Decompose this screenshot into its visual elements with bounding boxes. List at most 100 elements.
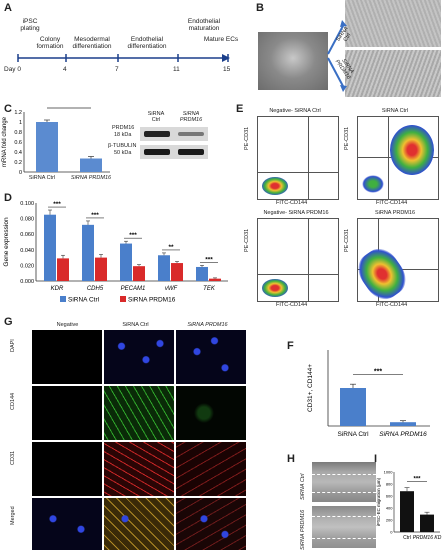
day-15: 15 [223,66,231,73]
panel-letter-e: E [236,103,244,115]
timeline-svg [17,54,230,62]
g-row-merged: Merged [10,506,16,525]
blot-header-prdm16: SiRNA PRDM16 [179,111,203,123]
blot-row1-size: 18 kDa [114,132,132,138]
day-4: 4 [63,66,67,73]
d-bar [120,243,132,281]
d-category-label: TEK [203,286,216,292]
d-bar [95,257,107,281]
facs-plot-neg-ctrl [257,116,339,200]
facs-ylabel-2: PE-CD31 [344,126,350,150]
i-category-label: Ctrl [403,535,411,541]
band-tubulin-ctrl [144,149,170,155]
blot-row1-label: PRDM16 [112,125,135,131]
i-ytick-label: 200 [386,518,393,523]
d-bar [44,214,56,281]
panel-letter-g: G [4,316,13,328]
g-row-cd144: CD144 [10,392,16,410]
c-ytick-label: 1.2 [14,110,22,116]
panel-letter-a: A [4,2,12,14]
g-row-dapi: DAPI [10,339,16,352]
c-ytick-label: 1 [19,120,22,126]
blot-header-ctrl: SiRNA Ctrl [147,111,165,123]
timeline-end-label: Mature ECs [203,36,239,43]
i-bar [400,491,414,532]
scratch-assay-prdm16 [312,506,376,548]
blot-lane-prdm16 [140,127,208,141]
blot-lane-tubulin [140,145,208,159]
d-ytick-label: 0.100 [20,201,34,207]
panel-letter-i: I [374,453,378,465]
facs-xlabel-3: FITC-CD144 [276,302,308,308]
i-ytick-label: 400 [386,506,393,511]
facs-xlabel-1: FITC-CD144 [276,200,308,206]
d-bar [209,278,221,281]
facs-plot-prdm16 [351,218,439,306]
panel-letter-f: F [287,340,294,352]
d-bar [57,258,69,281]
d-bar [158,255,170,281]
g-cd144-prdm16 [176,386,246,440]
micrograph-colony [258,32,328,90]
i-ytick-label: 800 [386,482,393,487]
micrograph-sirna-ctrl [345,0,441,47]
i-ytick-label: 1000 [384,470,394,475]
i-bar [420,514,434,532]
stage-mesodermal: Mesodermal differentiation [72,36,112,50]
f-sig-stars: *** [374,368,382,375]
d-bar [196,266,208,281]
d-legend-swatch [120,296,126,302]
d-legend-label: SiRNA Ctrl [68,297,100,304]
panel-letter-c: C [4,103,12,115]
f-bar [340,388,366,426]
blot-row2-size: 50 kDa [114,150,132,156]
facs-title-1: Negative- SiRNA Ctrl [269,108,321,114]
facs-title-2: SiRNA Ctrl [381,108,409,114]
band-tubulin-kd [178,149,204,155]
i-ylabel: iPSC-EC migration (μm) [376,477,381,526]
i-sig-stars: *** [413,477,421,483]
g-cd144-negative [32,386,102,440]
blot-row2-label: β-TUBULIN [108,143,137,149]
d-sig-stars: *** [53,201,61,208]
day-11: 11 [173,66,180,73]
d-sig-stars: *** [129,232,137,239]
g-cd31-negative [32,442,102,496]
g-merged-prdm16 [176,498,246,550]
d-category-label: vWF [165,286,178,292]
f-bar [390,422,416,426]
i-ytick-label: 600 [386,494,393,499]
c-ytick-label: 0.6 [14,140,22,146]
stage-endothelial-diff: Endothelial differentiation [127,36,167,50]
c-ytick-label: 0.4 [14,150,22,156]
c-bar [80,158,102,172]
d-bar [171,263,183,281]
day-0: Day 0 [4,66,21,73]
facs-ylabel-1: PE-CD31 [244,126,250,150]
timeline-arrowhead [222,54,230,62]
d-category-label: PECAM1 [121,286,146,292]
d-ytick-label: 0.060 [20,232,34,238]
facs-xlabel-4: FITC-CD144 [376,302,408,308]
stage-maturation: Endothelial maturation [187,18,221,32]
c-ytick-label: 0.2 [14,160,22,166]
g-dapi-ctrl [104,330,174,384]
panel-letter-h: H [287,453,295,465]
f-category-label: SiRNA PRDM16 [379,431,427,438]
facs-ylabel-3: PE-CD31 [244,228,250,252]
facs-xlabel-2: FITC-CD144 [376,200,408,206]
g-row-cd31: CD31 [10,450,16,465]
g-dapi-negative [32,330,102,384]
g-col-ctrl: SiRNA Ctrl [122,322,149,328]
panel-letter-d: D [4,192,12,204]
d-ylabel: Gene expression [3,217,10,267]
f-category-label: SiRNA Ctrl [337,431,369,438]
timeline-start-label: iPSC plating [20,18,40,32]
g-merged-negative [32,498,102,550]
band-prdm16-kd [178,132,204,136]
c-cat-prdm16: SiRNA PRDM16 [70,175,112,181]
d-ytick-label: 0.080 [20,217,34,223]
d-bar [82,224,94,281]
facs-plot-ctrl [357,116,439,200]
